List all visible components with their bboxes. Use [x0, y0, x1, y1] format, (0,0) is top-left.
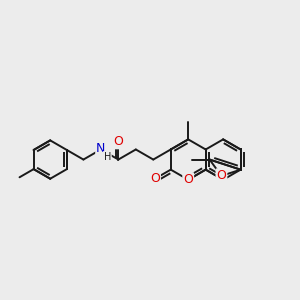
Text: H: H: [103, 152, 111, 162]
Text: O: O: [113, 135, 123, 148]
Text: N: N: [96, 142, 106, 155]
Text: O: O: [217, 169, 226, 182]
Text: O: O: [150, 172, 160, 185]
Text: O: O: [183, 173, 193, 186]
